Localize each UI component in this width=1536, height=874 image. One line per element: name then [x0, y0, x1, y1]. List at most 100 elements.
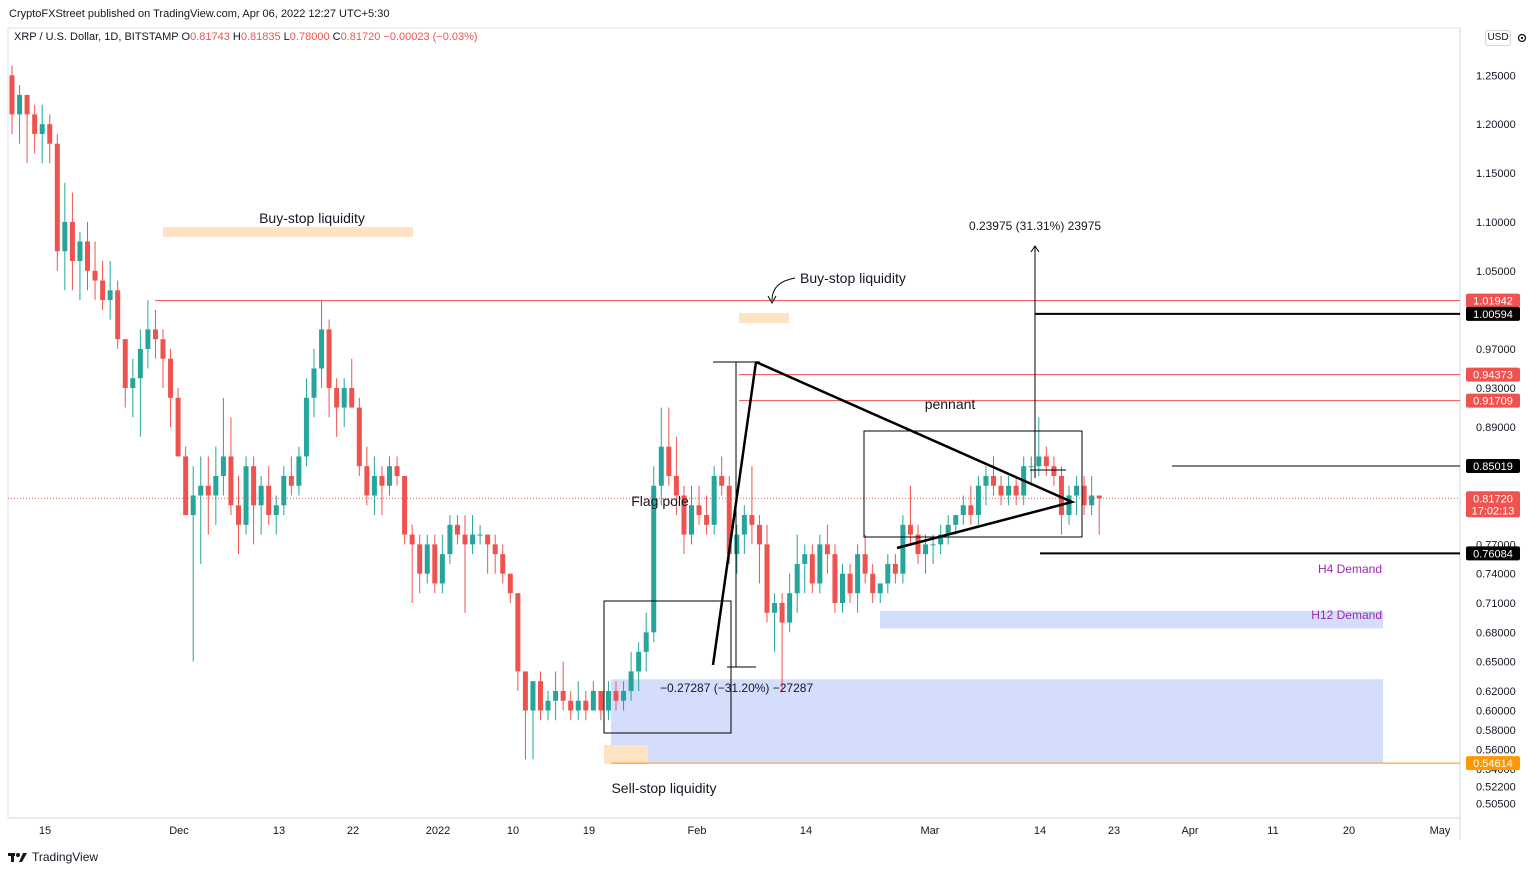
- candle: [432, 534, 438, 594]
- candle: [794, 534, 800, 613]
- candle-body: [930, 544, 936, 546]
- candle-body: [1066, 495, 1072, 516]
- candle: [198, 456, 204, 564]
- candle-body: [266, 485, 272, 516]
- candle: [54, 133, 60, 271]
- candle: [968, 485, 974, 525]
- footer-brand[interactable]: TradingView: [8, 850, 98, 864]
- buystop-zone-1: [163, 227, 413, 237]
- candle-body: [394, 466, 400, 476]
- candle-body: [862, 554, 868, 574]
- candle: [500, 544, 506, 584]
- h12-demand-label: H12 Demand: [1311, 608, 1382, 622]
- candle-body: [802, 554, 808, 564]
- price-tag-label: 0.85019: [1473, 461, 1513, 473]
- candle: [152, 309, 158, 359]
- candle: [1074, 475, 1080, 516]
- candle: [205, 456, 211, 535]
- candle: [394, 456, 400, 486]
- buystop-label-2: Buy-stop liquidity: [800, 270, 906, 286]
- candle-body: [892, 563, 898, 574]
- candle: [447, 515, 453, 564]
- candle: [485, 534, 491, 574]
- open-label: O: [181, 31, 191, 43]
- candle-body: [160, 339, 166, 359]
- candle: [1089, 475, 1095, 516]
- candle-body: [152, 329, 158, 340]
- candle: [575, 681, 581, 721]
- candle: [311, 348, 317, 418]
- price-tag-label: 0.76084: [1473, 548, 1513, 560]
- candle-body: [960, 505, 966, 516]
- candle-body: [145, 329, 151, 349]
- price-axis-tick: 0.74000: [1476, 569, 1516, 581]
- time-axis-tick: 10: [507, 825, 519, 837]
- candle-body: [1006, 485, 1012, 496]
- candle-body: [545, 700, 551, 711]
- candle: [47, 114, 53, 164]
- candle: [907, 485, 913, 545]
- buystop-zone-2: [739, 313, 789, 323]
- candle-body: [998, 485, 1004, 496]
- candle-body: [643, 632, 649, 652]
- time-axis-tick: 14: [1034, 825, 1046, 837]
- candle-body: [424, 544, 430, 574]
- time-axis-tick: 22: [347, 825, 359, 837]
- candle: [69, 192, 75, 291]
- candle-body: [832, 554, 838, 604]
- candle-body: [371, 475, 377, 496]
- high-value: 0.81835: [240, 31, 281, 43]
- candle-body: [575, 700, 581, 711]
- candle: [24, 94, 30, 164]
- candle: [840, 563, 845, 613]
- currency-button[interactable]: USD: [1485, 30, 1511, 46]
- candle-body: [1013, 485, 1019, 496]
- candle: [1036, 417, 1042, 476]
- candle-body: [137, 348, 143, 379]
- settings-icon[interactable]: [1516, 32, 1528, 44]
- candle: [1096, 495, 1102, 535]
- candle: [991, 456, 996, 496]
- candle-body: [741, 515, 747, 535]
- candle: [666, 407, 672, 486]
- candle-body: [553, 690, 559, 701]
- pennant-box: [863, 430, 1083, 538]
- candle-body: [991, 475, 996, 486]
- candle-body: [341, 388, 347, 408]
- low-label: L: [283, 31, 290, 43]
- candle: [62, 182, 68, 291]
- candle: [900, 515, 906, 584]
- candle-body: [636, 651, 642, 672]
- candle-body: [1028, 466, 1034, 468]
- candle-body: [85, 241, 90, 271]
- candle: [870, 563, 876, 604]
- high-label: H: [232, 31, 241, 43]
- candle: [137, 329, 143, 437]
- candle-body: [356, 407, 362, 467]
- candle: [168, 348, 174, 428]
- candle-body: [9, 75, 15, 115]
- candle: [303, 378, 309, 467]
- candle: [983, 466, 989, 506]
- candle: [741, 505, 747, 555]
- candle: [817, 534, 823, 594]
- candle-body: [1081, 485, 1087, 506]
- candle-body: [605, 690, 611, 711]
- candle-body: [379, 475, 385, 486]
- candle-body: [213, 475, 219, 496]
- candle: [915, 524, 921, 564]
- time-axis-tick: 20: [1343, 825, 1355, 837]
- candle: [636, 642, 642, 691]
- time-axis-tick: 23: [1108, 825, 1120, 837]
- candle-body: [734, 534, 740, 555]
- candle-body: [1036, 456, 1042, 467]
- candle: [855, 544, 861, 613]
- buystop-label-1: Buy-stop liquidity: [259, 210, 365, 226]
- time-axis-tick: Mar: [921, 825, 940, 837]
- candle-body: [334, 388, 340, 408]
- candle-body: [492, 544, 498, 555]
- candle-body: [54, 143, 60, 252]
- candle-body: [515, 593, 521, 672]
- candle-body: [1043, 456, 1049, 467]
